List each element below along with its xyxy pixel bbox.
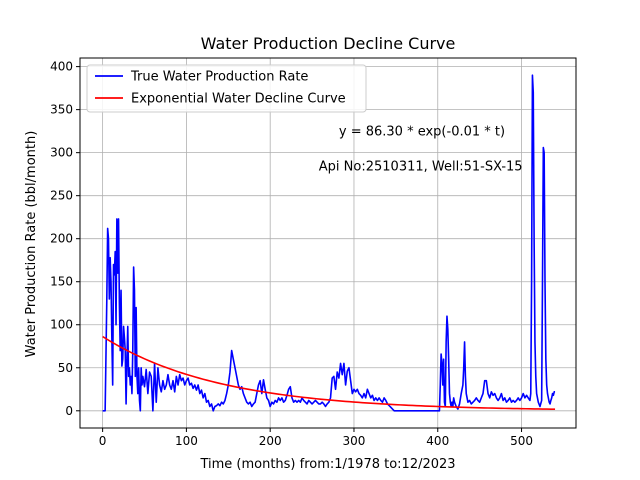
annotations: y = 86.30 * exp(-0.01 * t) Api No:2510311… bbox=[319, 124, 523, 174]
y-tick-label: 400 bbox=[50, 60, 73, 74]
legend-label: Exponential Water Decline Curve bbox=[131, 92, 346, 107]
y-tick-label: 350 bbox=[50, 103, 73, 117]
x-tick-label: 500 bbox=[510, 434, 533, 448]
legend-box bbox=[86, 64, 367, 113]
x-tick-label: 0 bbox=[99, 434, 107, 448]
y-tick-label: 200 bbox=[50, 232, 73, 246]
chart-title: Water Production Decline Curve bbox=[201, 34, 456, 53]
annotation-text: Api No:2510311, Well:51-SX-15 bbox=[319, 160, 523, 175]
legend: True Water Production Rate Exponential Wa… bbox=[86, 64, 367, 113]
x-tick-label: 400 bbox=[426, 434, 449, 448]
y-tick-label: 150 bbox=[50, 275, 73, 289]
y-tick-label: 0 bbox=[65, 404, 73, 418]
x-axis-label: Time (months) from:1/1978 to:12/2023 bbox=[199, 457, 455, 472]
x-tick-label: 300 bbox=[343, 434, 366, 448]
x-tick-label: 200 bbox=[259, 434, 282, 448]
x-tick-label: 100 bbox=[175, 434, 198, 448]
legend-label: True Water Production Rate bbox=[130, 70, 308, 85]
axes-frame bbox=[79, 57, 577, 429]
axis-ticks: 0 100 200 300 400 500 0 50 100 150 200 250 300 350 400 bbox=[50, 60, 533, 448]
y-tick-label: 50 bbox=[58, 361, 73, 375]
y-axis-label: Water Production Rate (bbl/month) bbox=[24, 131, 39, 358]
decline-curve-line bbox=[102, 335, 556, 411]
true-production-line bbox=[102, 74, 556, 412]
y-tick-label: 250 bbox=[50, 189, 73, 203]
y-tick-label: 300 bbox=[50, 146, 73, 160]
annotation-text: y = 86.30 * exp(-0.01 * t) bbox=[339, 124, 505, 139]
y-tick-label: 100 bbox=[50, 318, 73, 332]
plot-area bbox=[102, 74, 556, 412]
